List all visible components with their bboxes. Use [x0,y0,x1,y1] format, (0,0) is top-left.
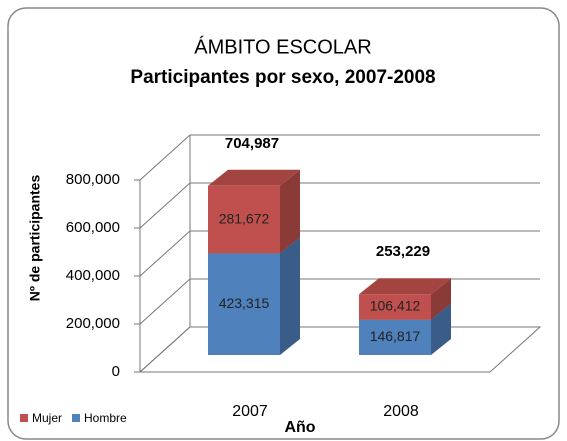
chart-subtitle: Participantes por sexo, 2007-2008 [130,67,435,88]
total-label: 704,987 [225,135,279,152]
y-tick-label: 800,000 [66,171,120,188]
bar-segment [359,319,431,355]
y-tick-label: 200,000 [66,315,120,332]
bar-side [280,169,300,254]
segment-label: 106,412 [370,298,421,314]
legend-label: Hombre [84,411,127,425]
y-tick-label: 0 [112,363,120,380]
bar-side [431,278,451,320]
legend-swatch [20,414,28,422]
bar-top [208,169,300,186]
bar-segment [359,294,431,320]
y-axis-title: Nº de participantes [27,175,43,302]
x-tick-label: 2008 [383,403,419,420]
total-label: 253,229 [376,243,430,260]
bar-segment [208,253,280,355]
legend-swatch [72,414,81,422]
grid-line [139,182,540,229]
x-axis-title: Año [284,419,315,436]
grid-line [139,134,540,181]
bar-top [359,278,451,295]
bar-side [431,303,451,355]
grid-line [139,230,540,277]
chart-title: ÁMBITO ESCOLAR [194,35,371,58]
segment-label: 146,817 [370,328,421,344]
segment-label: 423,315 [219,295,270,311]
floor [138,326,542,373]
segment-label: 281,672 [219,210,270,226]
y-tick-label: 400,000 [66,267,120,284]
x-tick-label: 2007 [232,403,268,420]
y-tick-label: 600,000 [66,219,120,236]
bar-side [280,237,300,355]
bar-segment [208,185,280,254]
legend-label: Mujer [32,411,62,425]
